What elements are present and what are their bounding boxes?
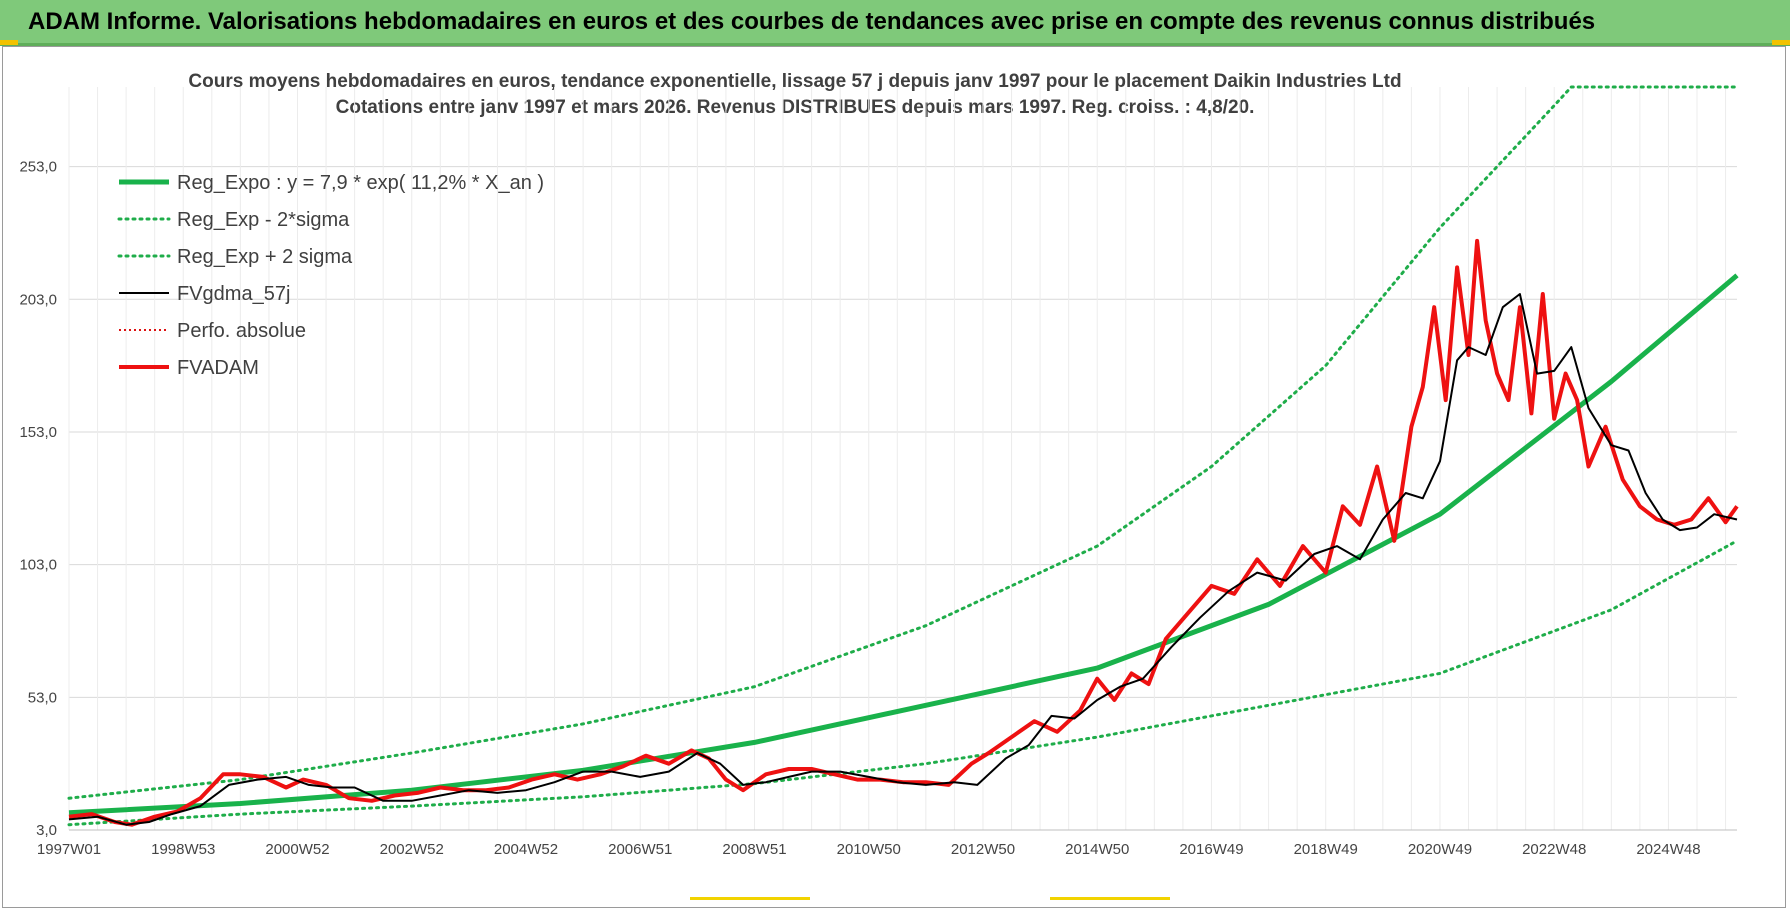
x-tick-label: 2006W51 xyxy=(608,841,672,858)
bottom-marker-left xyxy=(690,897,810,900)
legend-label-perfo: Perfo. absolue xyxy=(177,320,306,342)
series-line-reg xyxy=(68,273,1739,816)
y-tick-label: 153,0 xyxy=(19,424,57,441)
chart-frame: Cours moyens hebdomadaires en euros, ten… xyxy=(2,46,1786,908)
banner-corner-left xyxy=(0,40,18,45)
x-tick-label: 2018W49 xyxy=(1294,841,1358,858)
x-tick-label: 2016W49 xyxy=(1179,841,1243,858)
chart-title-line1: Cours moyens hebdomadaires en euros, ten… xyxy=(188,71,1401,92)
y-tick-label: 253,0 xyxy=(19,159,57,176)
x-axis: 1997W01 1998W53 2000W52 2002W52 2004W52 2006W… xyxy=(37,829,1737,858)
banner-title: ADAM Informe. Valorisations hebdomadaire… xyxy=(28,7,1596,35)
legend-label-fvadam: FVADAM xyxy=(177,357,259,379)
x-tick-label: 2002W52 xyxy=(380,841,444,858)
x-tick-label: 2014W50 xyxy=(1065,841,1129,858)
y-tick-label: 3,0 xyxy=(36,822,57,839)
bottom-marker-right xyxy=(1050,897,1170,900)
y-tick-label: 103,0 xyxy=(19,557,57,574)
plot-area xyxy=(67,85,1739,827)
x-tick-label: 2024W48 xyxy=(1636,841,1700,858)
legend-label-reg: Reg_Expo : y = 7,9 * exp( 11,2% * X_an ) xyxy=(177,172,544,194)
x-tick-label: 1997W01 xyxy=(37,841,101,858)
chart-legend: Reg_Expo : y = 7,9 * exp( 11,2% * X_an )… xyxy=(117,172,544,379)
x-tick-label: 2010W50 xyxy=(837,841,901,858)
x-tick-label: 2000W52 xyxy=(265,841,329,858)
y-tick-label: 203,0 xyxy=(19,291,57,308)
series-line-upper xyxy=(67,85,1739,800)
x-tick-label: 2020W49 xyxy=(1408,841,1472,858)
legend-label-fv57: FVgdma_57j xyxy=(177,283,290,305)
y-axis: 3,0 53,0 103,0 153,0 203,0 253,0 xyxy=(19,159,57,839)
series-line-lower xyxy=(67,539,1739,827)
x-tick-label: 2012W50 xyxy=(951,841,1015,858)
y-tick-label: 53,0 xyxy=(28,689,57,706)
series-line-fv57 xyxy=(68,293,1738,826)
x-tick-label: 1998W53 xyxy=(151,841,215,858)
legend-label-upper: Reg_Exp + 2 sigma xyxy=(177,246,353,268)
chart-grid xyxy=(68,87,1737,831)
series-line-fvadam xyxy=(68,238,1739,827)
report-banner: ADAM Informe. Valorisations hebdomadaire… xyxy=(0,0,1790,46)
banner-corner-right xyxy=(1772,40,1790,45)
x-tick-label: 2022W48 xyxy=(1522,841,1586,858)
chart-title-line2: Cotations entre janv 1997 et mars 2026. … xyxy=(336,97,1255,118)
x-tick-label: 2008W51 xyxy=(722,841,786,858)
legend-label-lower: Reg_Exp - 2*sigma xyxy=(177,209,350,231)
x-tick-label: 2004W52 xyxy=(494,841,558,858)
price-chart: Cours moyens hebdomadaires en euros, ten… xyxy=(19,71,1739,858)
